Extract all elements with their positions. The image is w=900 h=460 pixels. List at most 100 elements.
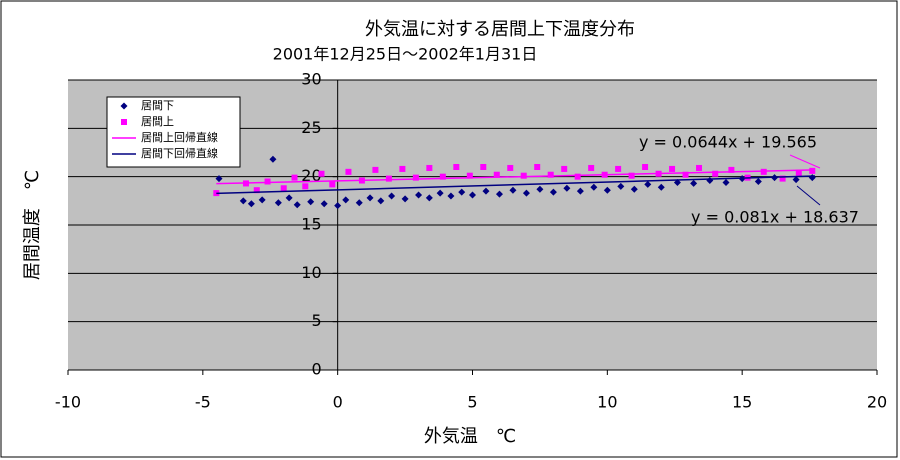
- point: [549, 188, 557, 196]
- point: [480, 164, 487, 170]
- point: [385, 175, 392, 182]
- point: [509, 186, 517, 194]
- point: [355, 199, 363, 207]
- point: [603, 186, 611, 194]
- y-tick-label: 20: [301, 166, 321, 185]
- annotation-arrow: [789, 154, 821, 169]
- point: [274, 199, 282, 207]
- point: [121, 119, 127, 125]
- point: [760, 168, 767, 175]
- y-tick-label: 5: [311, 311, 321, 330]
- point: [293, 201, 301, 209]
- point: [482, 187, 490, 195]
- point: [469, 191, 476, 199]
- point: [425, 194, 433, 202]
- point: [302, 183, 309, 190]
- point: [722, 178, 730, 186]
- point: [453, 164, 460, 170]
- point: [630, 185, 638, 193]
- point: [563, 184, 571, 192]
- legend-label: 居間上回帰直線: [141, 130, 218, 144]
- point: [696, 164, 703, 171]
- x-tick-label: 10: [597, 393, 617, 412]
- chart-subtitle: 2001年12月25日～2002年1月31日: [273, 45, 538, 64]
- point: [366, 194, 374, 202]
- x-tick-label: 0: [333, 393, 343, 412]
- equation-label: y = 0.0644x + 19.565: [639, 133, 817, 152]
- x-tick-label: 15: [732, 393, 752, 412]
- point: [754, 178, 762, 185]
- point: [507, 164, 514, 171]
- point: [682, 171, 689, 178]
- point: [561, 165, 568, 172]
- point: [307, 198, 315, 206]
- point: [728, 166, 735, 173]
- point: [436, 189, 444, 197]
- point: [615, 165, 622, 172]
- point: [345, 168, 352, 175]
- point: [253, 187, 260, 194]
- point: [466, 172, 473, 179]
- point: [426, 164, 433, 171]
- point: [258, 196, 266, 204]
- point: [534, 164, 541, 170]
- point: [588, 164, 595, 171]
- marks: [213, 155, 816, 210]
- point: [415, 191, 423, 199]
- point: [285, 194, 293, 202]
- legend-label: 居間上: [141, 115, 174, 128]
- point: [412, 174, 419, 181]
- point: [329, 181, 336, 188]
- point: [520, 172, 527, 179]
- point: [522, 189, 530, 197]
- point: [280, 185, 287, 192]
- point: [269, 155, 277, 163]
- regression-line: [216, 169, 815, 185]
- point: [669, 165, 676, 172]
- x-tick-label: 5: [467, 393, 477, 412]
- y-tick-label: 0: [311, 360, 321, 379]
- point: [536, 185, 544, 193]
- chart-title: 外気温に対する居間上下温度分布: [365, 19, 635, 40]
- x-tick-label: 20: [867, 393, 887, 412]
- point: [377, 197, 385, 205]
- point: [495, 190, 503, 198]
- y-tick-label: 15: [301, 215, 321, 234]
- point: [792, 176, 800, 184]
- point: [320, 200, 328, 208]
- point: [388, 192, 396, 200]
- legend-label: 居間下回帰直線: [141, 146, 218, 160]
- point: [215, 175, 223, 183]
- point: [318, 170, 325, 177]
- regression-line: [216, 175, 815, 195]
- x-axis-title: 外気温 ℃: [424, 426, 516, 447]
- point: [439, 173, 446, 180]
- point: [690, 179, 698, 187]
- point: [247, 200, 255, 208]
- point: [120, 102, 128, 110]
- point: [493, 171, 500, 178]
- point: [617, 182, 625, 190]
- point: [795, 169, 802, 176]
- y-tick-label: 25: [301, 118, 321, 137]
- point: [712, 170, 719, 177]
- point: [657, 183, 665, 191]
- point: [342, 196, 350, 204]
- annotation-arrow: [796, 185, 821, 206]
- point: [642, 164, 649, 170]
- point: [574, 173, 581, 180]
- point: [401, 195, 409, 203]
- x-tick-label: -5: [195, 393, 211, 412]
- point: [779, 175, 786, 182]
- point: [372, 166, 379, 173]
- y-tick-label: 30: [301, 70, 321, 89]
- point: [644, 180, 652, 188]
- point: [239, 197, 247, 205]
- y-tick-label: 10: [301, 263, 321, 282]
- point: [590, 183, 598, 191]
- x-tick-label: -10: [55, 393, 81, 412]
- point: [576, 187, 584, 195]
- legend-box: [106, 96, 241, 168]
